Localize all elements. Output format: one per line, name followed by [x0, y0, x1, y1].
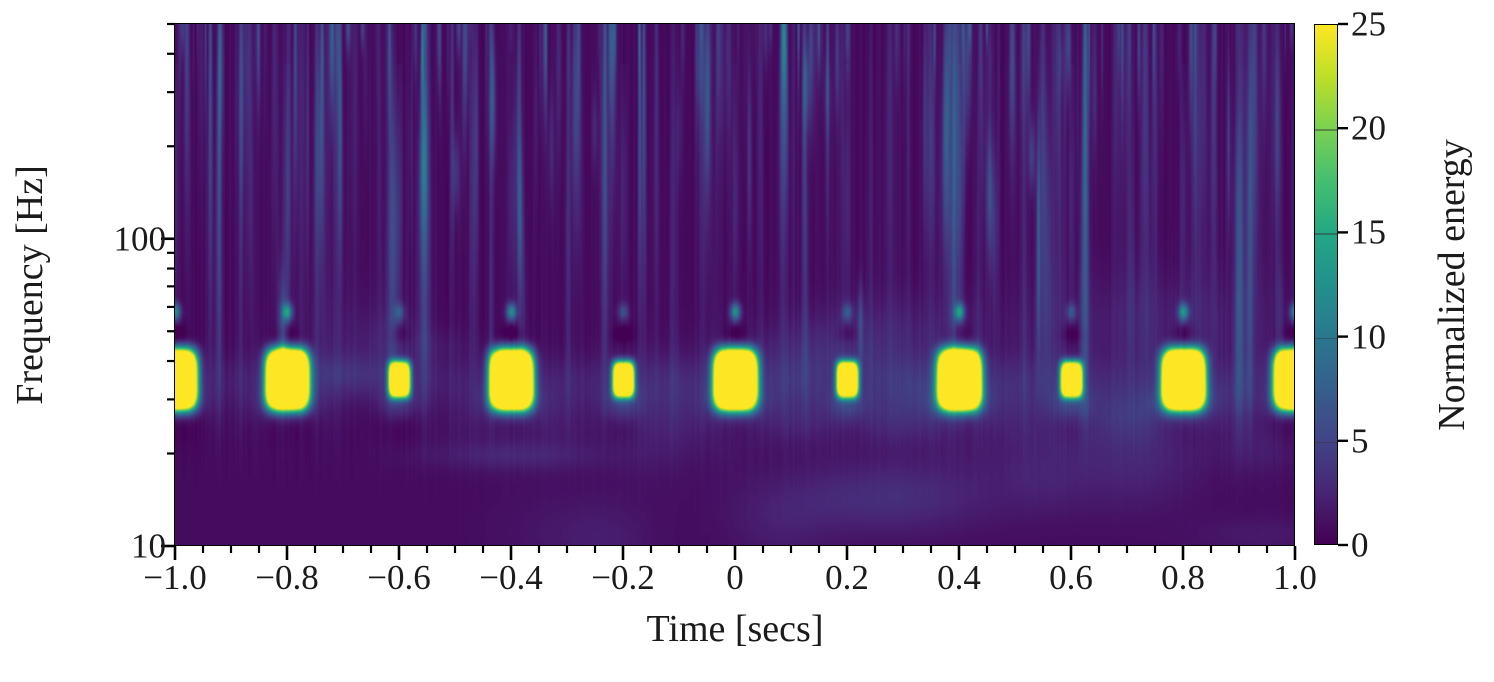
x-tick-label: 0 — [726, 558, 744, 597]
colorbar-gradient — [1315, 25, 1337, 544]
x-axis-label: Time [secs] — [646, 608, 824, 650]
colorbar-tick-label: 0 — [1351, 525, 1369, 565]
spectrogram-heatmap — [175, 24, 1295, 546]
colorbar-tick-line — [1315, 129, 1337, 131]
colorbar-tick-label: 15 — [1351, 212, 1386, 252]
x-tick-label: 0.4 — [937, 558, 981, 597]
colorbar-tick-line — [1315, 441, 1337, 444]
colorbar-tick-line — [1315, 337, 1337, 340]
colorbar-tick-label: 5 — [1351, 421, 1369, 461]
colorbar-tick-label: 10 — [1351, 317, 1386, 357]
colorbar-axis-label: Normalized energy — [1431, 139, 1473, 431]
x-tick-label: 0.6 — [1049, 558, 1093, 597]
y-axis-label: Frequency [Hz] — [9, 165, 51, 405]
colorbar-tick-line — [1315, 233, 1337, 235]
x-tick-label: −1.0 — [143, 558, 207, 597]
x-tick-label: 0.8 — [1161, 558, 1205, 597]
x-tick-label: −0.2 — [591, 558, 655, 597]
y-tick-label: 10 — [131, 526, 166, 566]
x-tick-label: 0.2 — [825, 558, 869, 597]
colorbar-tick-label: 20 — [1351, 108, 1386, 148]
x-tick-label: 1.0 — [1273, 558, 1317, 597]
x-tick-label: −0.4 — [479, 558, 543, 597]
y-tick-label: 100 — [113, 219, 167, 259]
colorbar — [1314, 24, 1338, 545]
x-tick-label: −0.8 — [255, 558, 319, 597]
x-tick-label: −0.6 — [367, 558, 431, 597]
colorbar-tick-label: 25 — [1351, 4, 1386, 44]
